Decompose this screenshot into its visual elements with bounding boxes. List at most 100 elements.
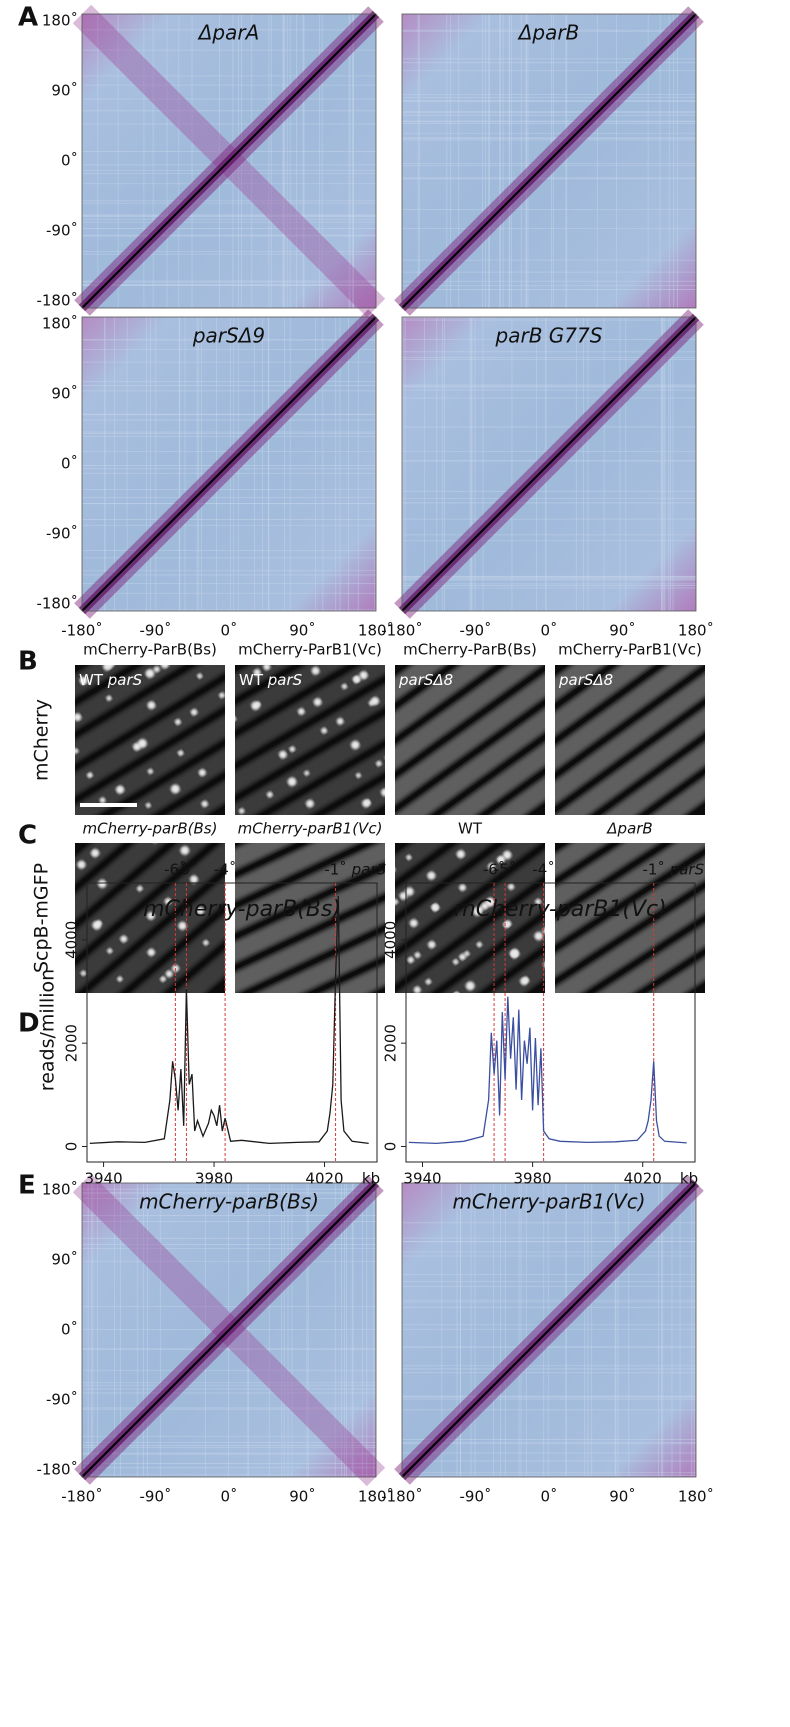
y-tick-label: 180˚ (42, 315, 78, 333)
micrograph (555, 665, 705, 815)
focus (399, 892, 408, 900)
inset-italic: parSΔ8 (398, 671, 453, 689)
focus (297, 708, 305, 715)
contact-map: mCherry-parB1(Vc) (394, 1175, 704, 1485)
focus (465, 981, 475, 991)
cell (113, 903, 225, 993)
map-title: ΔparB (517, 21, 580, 45)
focus (120, 1007, 129, 1016)
focus (535, 898, 542, 905)
x-tick-label: 180˚ (358, 622, 394, 640)
panel-label: B (18, 647, 38, 677)
focus (87, 772, 93, 779)
y-tick-label: 180˚ (42, 12, 78, 30)
map-frame (81, 13, 377, 309)
contact-map: parSΔ9 (74, 309, 384, 619)
column-title: mCherry-ParB1(Vc) (238, 641, 382, 659)
y-tick-label: 0 (63, 1142, 81, 1152)
x-tick-label: 0˚ (540, 622, 557, 640)
focus (485, 897, 495, 907)
cell (422, 736, 545, 815)
inset-text: WT (79, 671, 104, 689)
cell (235, 665, 385, 778)
diagonal (81, 316, 377, 612)
cell (395, 665, 517, 742)
focus (190, 875, 198, 884)
focus (52, 756, 63, 767)
cell (250, 748, 385, 815)
focus (384, 753, 394, 763)
y-tick-label: 90˚ (51, 82, 78, 100)
focus (98, 879, 107, 889)
focus (80, 970, 87, 976)
cells (555, 665, 705, 815)
cell (235, 843, 385, 947)
micrograph (51, 843, 225, 1016)
focus (336, 717, 344, 725)
map-frame (81, 1182, 377, 1478)
focus (313, 698, 322, 706)
chart-title: mCherry-parB(Bs) (143, 897, 341, 922)
cell (75, 843, 204, 953)
cell (93, 746, 225, 815)
y-tick-label: -180˚ (36, 595, 78, 613)
x-tick-label: 3940 (84, 1170, 122, 1188)
y-tick-label: 0˚ (61, 455, 78, 473)
cell (555, 665, 692, 766)
focus (75, 713, 82, 722)
focus (520, 977, 529, 986)
cell (235, 676, 385, 802)
focus (180, 846, 190, 855)
micrograph (235, 843, 385, 993)
focus (311, 666, 320, 675)
cell (95, 881, 225, 993)
y-tick-label: -90˚ (46, 1391, 78, 1409)
x-tick-label: 180˚ (678, 1488, 714, 1506)
diagonal (401, 316, 697, 612)
cell (395, 665, 533, 765)
panel-label: D (18, 1009, 40, 1039)
focus (51, 879, 63, 891)
focus (198, 769, 206, 777)
site-label: -5˚ (175, 861, 197, 879)
focus (306, 799, 314, 808)
x-unit: kb (362, 1170, 380, 1188)
focus (459, 953, 466, 961)
focus (251, 701, 260, 711)
site-label: -4˚ (532, 861, 554, 879)
y-tick-label: 2000 (63, 1024, 81, 1062)
y-tick-label: 0 (382, 1142, 400, 1152)
site-label: -1˚ (642, 861, 664, 879)
x-tick-label: 90˚ (289, 622, 316, 640)
focus (287, 777, 297, 787)
focus (350, 740, 360, 750)
column-title: ΔparB (606, 820, 652, 838)
focus (542, 927, 545, 935)
x-tick-label: 0˚ (220, 1488, 237, 1506)
focus (174, 718, 181, 725)
cell (395, 665, 545, 788)
y-tick-label: 4000 (63, 921, 81, 959)
focus (165, 970, 173, 978)
cell (555, 843, 705, 961)
focus (487, 862, 496, 871)
focus (476, 941, 483, 948)
plot-frame (405, 882, 696, 1163)
focus (106, 695, 112, 701)
focus (90, 848, 100, 858)
micrograph (395, 843, 545, 993)
focus (77, 860, 86, 869)
profile-line (89, 895, 369, 1145)
micrograph (395, 665, 545, 815)
focus (219, 692, 225, 699)
focus (197, 673, 203, 679)
focus (425, 978, 432, 985)
cell (395, 668, 545, 811)
y-tick-label: -90˚ (46, 525, 78, 543)
focus (464, 951, 470, 957)
y-axis-label: reads/million (37, 969, 59, 1091)
cell (555, 843, 683, 914)
inset-label: WT parS (239, 671, 303, 689)
focus (510, 949, 520, 958)
cell (235, 843, 385, 922)
